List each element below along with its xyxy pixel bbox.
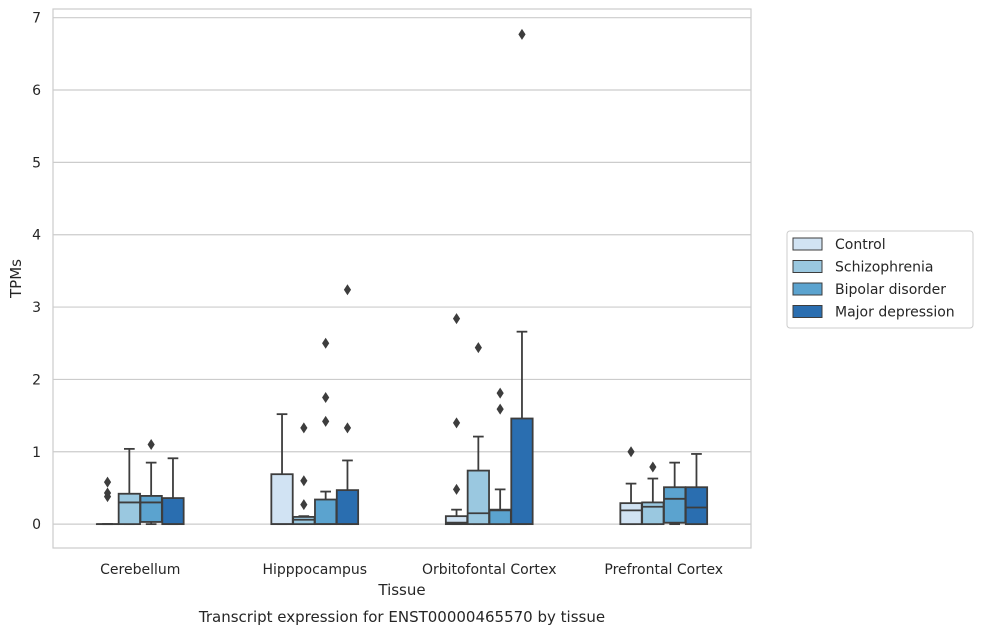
outlier-point: [322, 415, 330, 427]
outlier-point: [343, 422, 352, 434]
box-schizophrenia: [466, 342, 490, 526]
box-major-depression: [684, 453, 709, 526]
outlier-point: [518, 28, 526, 40]
outlier-point: [452, 313, 461, 325]
legend-label: Bipolar disorder: [835, 282, 946, 298]
legend-swatch: [792, 260, 823, 273]
box-body: [488, 508, 512, 526]
box-schizophrenia: [117, 447, 141, 526]
box-body: [139, 495, 163, 523]
y-tick-label: 2: [32, 372, 41, 388]
y-tick-label: 4: [32, 228, 41, 244]
box-bipolar-disorder: [663, 461, 687, 526]
box-marks: [95, 28, 709, 526]
outlier-point: [322, 392, 330, 404]
legend-swatch: [792, 282, 823, 296]
y-tick-label: 7: [32, 11, 41, 27]
outlier-point: [627, 446, 635, 458]
y-tick-label: 5: [32, 155, 41, 171]
y-tick-labels: 0 1 2 3 4 5 6 7: [32, 11, 41, 533]
legend-frame: [786, 230, 974, 329]
figure-caption: Transcript expression for ENST0000046557…: [198, 608, 605, 626]
box-body: [663, 486, 687, 524]
box-schizophrenia: [292, 422, 316, 526]
x-tick-label: Hipppocampus: [262, 562, 367, 578]
outlier-point: [103, 487, 112, 499]
y-tick-label: 1: [32, 445, 41, 461]
y-axis-label: TPMs: [7, 259, 25, 299]
outlier-point: [300, 475, 308, 487]
x-axis-label: Tissue: [377, 581, 425, 599]
box-control: [270, 413, 294, 526]
box-body: [314, 498, 338, 526]
outlier-point: [300, 499, 308, 511]
outlier-point: [649, 461, 657, 473]
outlier-point: [300, 422, 308, 434]
box-body: [619, 502, 643, 526]
box-body: [161, 497, 185, 526]
legend-label: Major depression: [835, 305, 955, 321]
plot-area-frame: [52, 8, 752, 549]
box-major-depression: [335, 284, 360, 526]
outlier-point: [343, 284, 352, 296]
y-tick-label: 0: [32, 517, 41, 533]
x-tick-label: Orbitofontal Cortex: [422, 562, 557, 578]
box-bipolar-disorder: [314, 337, 338, 526]
box-bipolar-disorder: [488, 387, 512, 526]
y-tick-label: 6: [32, 83, 41, 99]
y-tick-label: 3: [32, 300, 41, 316]
box-body: [641, 501, 665, 526]
legend: Control Schizophrenia Bipolar disorder Majo…: [786, 230, 974, 329]
box-control: [95, 476, 120, 526]
box-body: [510, 417, 534, 526]
x-tick-labels: Cerebellum Hipppocampus Orbitofontal Corte…: [100, 562, 723, 578]
box-schizophrenia: [641, 461, 665, 526]
outlier-point: [474, 342, 482, 354]
outlier-point: [496, 403, 504, 415]
box-major-depression: [161, 457, 185, 526]
outlier-point: [452, 417, 461, 429]
box-body: [117, 492, 141, 526]
x-tick-label: Cerebellum: [100, 562, 180, 578]
grid-lines: [53, 17, 751, 525]
outlier-point: [452, 483, 461, 495]
legend-swatch: [792, 237, 823, 251]
legend-label: Schizophrenia: [835, 260, 933, 276]
box-body: [270, 473, 294, 526]
outlier-point: [147, 439, 155, 451]
outlier-point: [496, 387, 504, 399]
box-control: [619, 446, 643, 526]
x-tick-label: Prefrontal Cortex: [604, 562, 723, 578]
box-body: [684, 486, 709, 526]
box-body: [335, 489, 360, 526]
box-body: [466, 469, 490, 526]
outlier-point: [103, 476, 112, 488]
outlier-point: [322, 337, 330, 349]
box-control: [444, 313, 469, 526]
legend-label: Control: [835, 237, 886, 253]
legend-swatch: [792, 305, 823, 318]
box-major-depression: [510, 28, 534, 526]
